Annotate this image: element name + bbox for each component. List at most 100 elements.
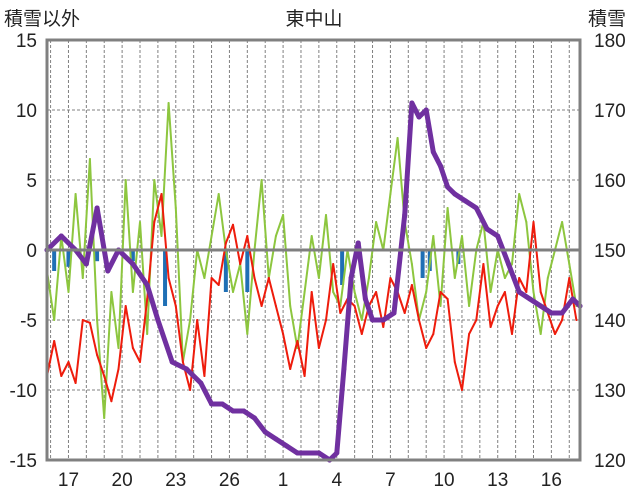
purple-point — [409, 100, 415, 106]
left-tick-label: -5 — [20, 311, 37, 332]
red-point — [139, 361, 142, 363]
x-tick-label: 17 — [58, 470, 79, 491]
purple-point — [58, 233, 64, 239]
purple-point — [230, 408, 236, 414]
red-point — [296, 340, 299, 342]
green-point — [360, 319, 363, 321]
red-point — [153, 221, 156, 223]
red-point — [339, 312, 342, 314]
red-point — [217, 284, 220, 286]
blue-bar — [245, 250, 250, 292]
purple-point — [570, 296, 576, 302]
purple-point — [538, 303, 544, 309]
green-point — [325, 214, 328, 216]
green-point — [432, 235, 435, 237]
green-point — [96, 319, 99, 321]
green-point — [53, 319, 56, 321]
red-point — [103, 375, 106, 377]
green-point — [375, 221, 378, 223]
red-point — [131, 347, 134, 349]
red-point — [239, 263, 242, 265]
purple-point — [452, 191, 458, 197]
green-point — [289, 305, 292, 307]
x-tick-label: 13 — [487, 470, 508, 491]
purple-point — [241, 408, 247, 414]
purple-point — [362, 296, 368, 302]
x-tick-label: 23 — [165, 470, 186, 491]
right-axis-label: 積雪 — [588, 8, 626, 30]
red-point — [453, 361, 456, 363]
red-point — [81, 319, 84, 321]
purple-point — [505, 261, 511, 267]
purple-point — [559, 310, 565, 316]
purple-point — [155, 317, 161, 323]
red-point — [124, 305, 127, 307]
red-point — [511, 333, 514, 335]
purple-point — [105, 268, 111, 274]
purple-point — [527, 296, 533, 302]
purple-point — [198, 380, 204, 386]
purple-point — [251, 415, 257, 421]
blue-bar — [340, 250, 345, 285]
green-point — [317, 277, 320, 279]
green-point — [74, 193, 77, 195]
green-point — [568, 263, 571, 265]
red-point — [410, 284, 413, 286]
green-point — [246, 333, 249, 335]
red-point — [160, 193, 163, 195]
left-tick-label: 15 — [16, 31, 37, 52]
x-tick-label: 20 — [112, 470, 133, 491]
red-point — [496, 305, 499, 307]
right-tick-label: 180 — [594, 31, 626, 52]
red-point — [360, 333, 363, 335]
blue-bar — [420, 250, 425, 278]
green-point — [353, 291, 356, 293]
green-point — [310, 235, 313, 237]
purple-point — [380, 317, 386, 323]
red-point — [253, 277, 256, 279]
red-point — [60, 375, 63, 377]
red-point — [489, 326, 492, 328]
green-point — [282, 214, 285, 216]
green-point — [67, 291, 70, 293]
green-point — [203, 277, 206, 279]
x-tick-label: 26 — [219, 470, 240, 491]
blue-bar — [163, 250, 168, 306]
green-point — [410, 263, 413, 265]
red-point — [189, 389, 192, 391]
x-axis-ticks: 17 20 23 26 1 4 7 10 13 16 — [58, 470, 562, 491]
left-tick-label: 5 — [26, 171, 37, 192]
purple-point — [473, 205, 479, 211]
red-point — [317, 347, 320, 349]
green-point — [367, 277, 370, 279]
purple-point — [548, 310, 554, 316]
green-point — [525, 221, 528, 223]
purple-point — [83, 261, 89, 267]
right-tick-label: 170 — [594, 101, 626, 122]
purple-point — [284, 443, 290, 449]
red-point — [146, 298, 149, 300]
red-point — [575, 319, 578, 321]
red-point — [88, 321, 91, 324]
red-point — [267, 277, 270, 279]
green-point — [124, 179, 127, 181]
green-point — [189, 319, 192, 321]
purple-point — [463, 198, 469, 204]
red-point — [282, 333, 285, 335]
red-point — [482, 263, 485, 265]
purple-point — [437, 163, 443, 169]
red-point — [224, 242, 227, 244]
purple-point — [294, 450, 300, 456]
green-point — [139, 221, 142, 223]
green-point — [153, 179, 156, 181]
right-tick-label: 150 — [594, 241, 626, 262]
red-point — [53, 340, 56, 342]
purple-point — [423, 107, 429, 113]
green-point — [167, 102, 170, 104]
red-point — [403, 312, 406, 314]
red-point — [110, 400, 113, 403]
x-tick-label: 16 — [541, 470, 562, 491]
red-point — [332, 263, 335, 265]
purple-point — [370, 317, 376, 323]
